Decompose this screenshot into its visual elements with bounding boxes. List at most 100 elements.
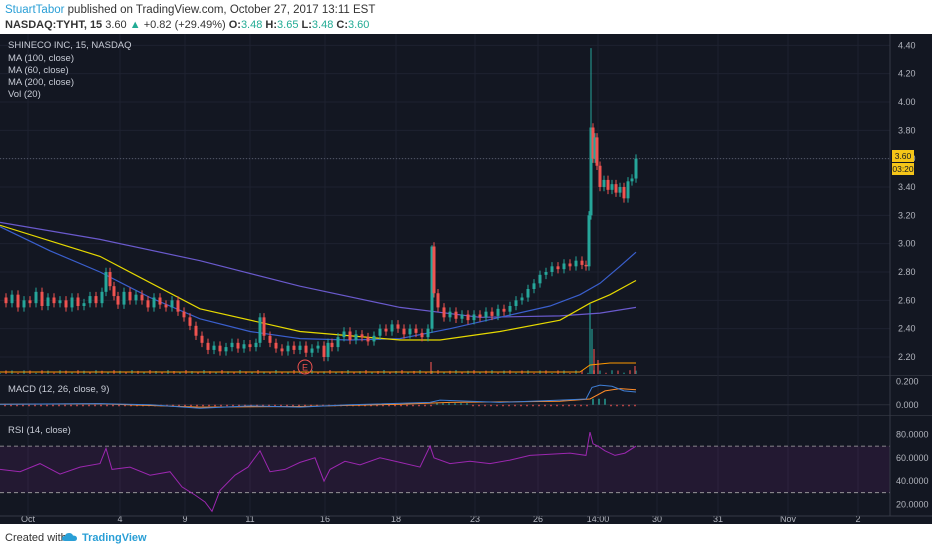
candle-body [544, 272, 548, 275]
legend-ma60[interactable]: MA (60, close) [8, 65, 69, 76]
candle-body [274, 342, 278, 349]
volume-bar [35, 372, 37, 374]
chart-area[interactable]: Oct 4 9 11 16 18 23 26 14:00 30 31 Nov 2 4.40 4.20 4.00… [0, 34, 932, 524]
candle-body [595, 137, 599, 166]
macd-histogram-bar [46, 404, 48, 407]
author-link[interactable]: StuartTabor [5, 4, 65, 16]
legend-macd[interactable]: MACD (12, 26, close, 9) [8, 384, 109, 395]
candle-body [164, 304, 168, 308]
macd-histogram-bar [598, 398, 600, 405]
volume-bar [143, 372, 145, 374]
candle-body [366, 337, 370, 342]
macd-histogram-bar [112, 404, 114, 407]
volume-bar [430, 362, 432, 374]
candle-body [188, 317, 192, 326]
volume-bar [263, 371, 265, 374]
volume-bar [497, 372, 499, 374]
macd-histogram-bar [610, 404, 612, 407]
earnings-marker[interactable]: E [297, 359, 313, 375]
volume-bar [281, 371, 283, 374]
candle-body [466, 314, 470, 321]
macd-histogram-bar [418, 404, 420, 407]
legend-ma100[interactable]: MA (100, close) [8, 53, 74, 64]
candle-body [396, 324, 400, 329]
candle-body [584, 264, 588, 267]
volume-bar [551, 372, 553, 374]
candle-body [626, 181, 630, 199]
macd-histogram-bar [400, 404, 402, 407]
macd-histogram-bar [106, 404, 108, 407]
candle-body [587, 215, 591, 267]
macd-histogram-bar [538, 404, 540, 407]
macd-histogram-bar [124, 404, 126, 407]
high-label: H: [265, 19, 278, 31]
candle-body [82, 303, 86, 306]
candle-body [128, 291, 132, 301]
candle-body [430, 246, 434, 329]
candle-body [502, 308, 506, 312]
volume-bar [611, 370, 613, 374]
ohlc-line: NASDAQ:TYHT, 15 3.60 ▲ +0.82 (+29.49%) O… [5, 19, 369, 31]
volume-bar [179, 372, 181, 374]
candle-body [448, 311, 452, 318]
macd-histogram-bar [460, 403, 462, 405]
legend-ma200[interactable]: MA (200, close) [8, 77, 74, 88]
macd-histogram-bar [10, 404, 12, 407]
volume-bar [591, 329, 593, 374]
candle-body [372, 335, 376, 342]
macd-histogram-bar [520, 404, 522, 407]
macd-histogram-bar [256, 404, 258, 407]
volume-bar [335, 371, 337, 374]
tradingview-brand[interactable]: TradingView [82, 532, 147, 544]
volume-bar [53, 372, 55, 374]
macd-histogram-bar [550, 404, 552, 407]
candle-body [514, 300, 518, 306]
candle-body [496, 308, 500, 316]
macd-histogram-bar [388, 404, 390, 407]
volume-bar [377, 371, 379, 374]
candle-body [10, 294, 14, 304]
earnings-icon[interactable] [297, 359, 313, 375]
volume-bar [305, 371, 307, 374]
candle-body [76, 297, 80, 306]
candle-body [556, 266, 560, 270]
candle-body [262, 317, 266, 336]
macd-histogram-bar [4, 404, 6, 407]
macd-histogram-bar [484, 404, 486, 407]
candle-body [606, 179, 610, 190]
publish-line: StuartTabor published on TradingView.com… [5, 4, 375, 16]
candle-body [384, 328, 388, 332]
volume-bar [443, 372, 445, 374]
macd-histogram-bar [34, 404, 36, 407]
macd-line [0, 384, 637, 409]
legend-rsi[interactable]: RSI (14, close) [8, 425, 71, 436]
volume-bar [569, 372, 571, 374]
candle-body [532, 283, 536, 289]
macd-histogram-bar [430, 404, 432, 407]
macd-histogram-bar [562, 404, 564, 407]
macd-histogram-bar [478, 404, 480, 407]
macd-histogram-bar [412, 404, 414, 407]
volume-ma-line [0, 362, 636, 373]
macd-histogram-bar [88, 404, 90, 407]
x-tick-label: 26 [533, 514, 543, 524]
macd-histogram-bar [130, 404, 132, 407]
volume-bar [341, 371, 343, 374]
macd-histogram-bar [70, 404, 72, 407]
macd-histogram-bar [472, 404, 474, 407]
macd-histogram-bar [190, 404, 192, 407]
volume-bar [407, 372, 409, 374]
rsi-band [0, 446, 890, 493]
macd-histogram-bar [64, 404, 66, 407]
volume-bar [359, 371, 361, 374]
chart-canvas[interactable]: Oct 4 9 11 16 18 23 26 14:00 30 31 Nov 2 4.40 4.20 4.00… [0, 34, 932, 524]
legend-vol[interactable]: Vol (20) [8, 89, 41, 100]
candle-body [108, 272, 112, 287]
macd-histogram-bar [310, 404, 312, 407]
macd-histogram-bar [202, 404, 204, 407]
candle-body [248, 344, 252, 348]
y-tick-label: 4.20 [898, 69, 916, 79]
candle-body [22, 300, 26, 308]
candle-body [618, 187, 622, 193]
candle-body [378, 328, 382, 336]
